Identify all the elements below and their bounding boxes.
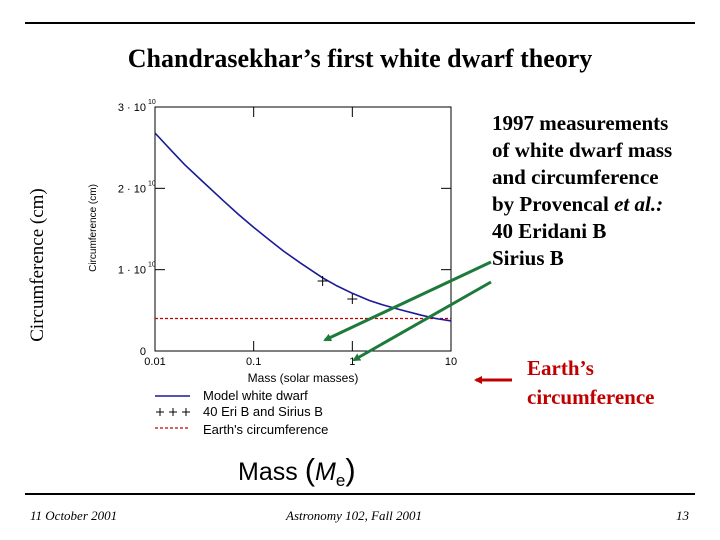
x-tick-label: 0.1: [246, 356, 261, 368]
x-tick-label: 1: [349, 356, 355, 368]
inner-y-axis-label: Circumference (cm): [88, 184, 99, 272]
x-tick-label: 10: [445, 356, 457, 368]
model-white-dwarf-curve: [154, 132, 452, 322]
legend-plus-marker: [182, 408, 190, 416]
earth-note-line-2: circumference: [527, 385, 655, 409]
legend-plus-marker: [169, 408, 177, 416]
measurements-etal: et al.:: [614, 192, 664, 216]
top-rule: [25, 22, 695, 24]
legend-label-model: Model white dwarf: [203, 388, 308, 403]
legend-swatch-stars: [156, 408, 190, 416]
arrows: [323, 260, 512, 384]
footer-page-number: 13: [676, 508, 689, 523]
x-tick-label: 0.01: [144, 356, 165, 368]
y-tick-label: 3 · 10: [118, 102, 146, 114]
legend-label-earth: Earth's circumference: [203, 422, 328, 437]
measurements-line-1: 1997 measurements: [492, 111, 669, 135]
slide-title: Chandrasekhar’s first white dwarf theory: [127, 44, 593, 73]
legend-plus-marker: [156, 408, 164, 416]
mass-paren-close: ): [345, 452, 356, 487]
legend-label-stars: 40 Eri B and Sirius B: [203, 404, 323, 419]
mass-unit-label: Mass (Me): [238, 452, 356, 491]
mass-subscript: e: [335, 471, 346, 490]
y-tick-exponent: 10: [148, 180, 156, 187]
arrow-to-sirius-b: [352, 280, 492, 362]
measured-star-point: [317, 276, 328, 287]
measurements-line-4: by Provencal et al.:: [492, 191, 672, 218]
mass-word: Mass: [238, 458, 298, 486]
y-tick-label: 0: [140, 346, 146, 358]
mass-paren-open: (: [304, 452, 316, 487]
earth-note-line-1: Earth’s: [527, 356, 594, 380]
measurements-star-1: 40 Eridani B: [492, 219, 607, 243]
y-ticks: 01 · 10 102 · 10 103 · 10 10: [118, 99, 451, 358]
legend: Model white dwarf 40 Eri B and Sirius B …: [155, 388, 328, 437]
measured-star-point: [347, 293, 358, 304]
measurements-by: by Provencal: [492, 192, 615, 216]
measurements-line-2: of white dwarf mass: [492, 138, 673, 162]
y-tick-label: 2 · 10: [118, 183, 146, 195]
arrow-to-40-eridani-b: [323, 260, 492, 342]
y-tick-exponent: 10: [148, 262, 156, 269]
inner-x-axis-label: Mass (solar masses): [248, 371, 359, 385]
x-ticks: 0.01 0.1 1 10: [144, 107, 457, 368]
measurements-line-3: and circumference: [492, 165, 659, 189]
measured-stars-series: [317, 276, 358, 304]
mass-symbol: M: [315, 458, 336, 486]
plot-frame: [154, 106, 452, 352]
footer-course: Astronomy 102, Fall 2001: [286, 508, 423, 523]
bottom-rule: [25, 493, 695, 495]
footer-date: 11 October 2001: [30, 508, 118, 523]
y-tick-exponent: 10: [148, 99, 156, 106]
measurements-note: 1997 measurements of white dwarf mass an…: [492, 110, 672, 272]
measurements-star-2: Sirius B: [492, 246, 564, 270]
earth-note: Earth’s circumference: [527, 354, 655, 412]
y-tick-label: 1 · 10: [118, 265, 146, 277]
